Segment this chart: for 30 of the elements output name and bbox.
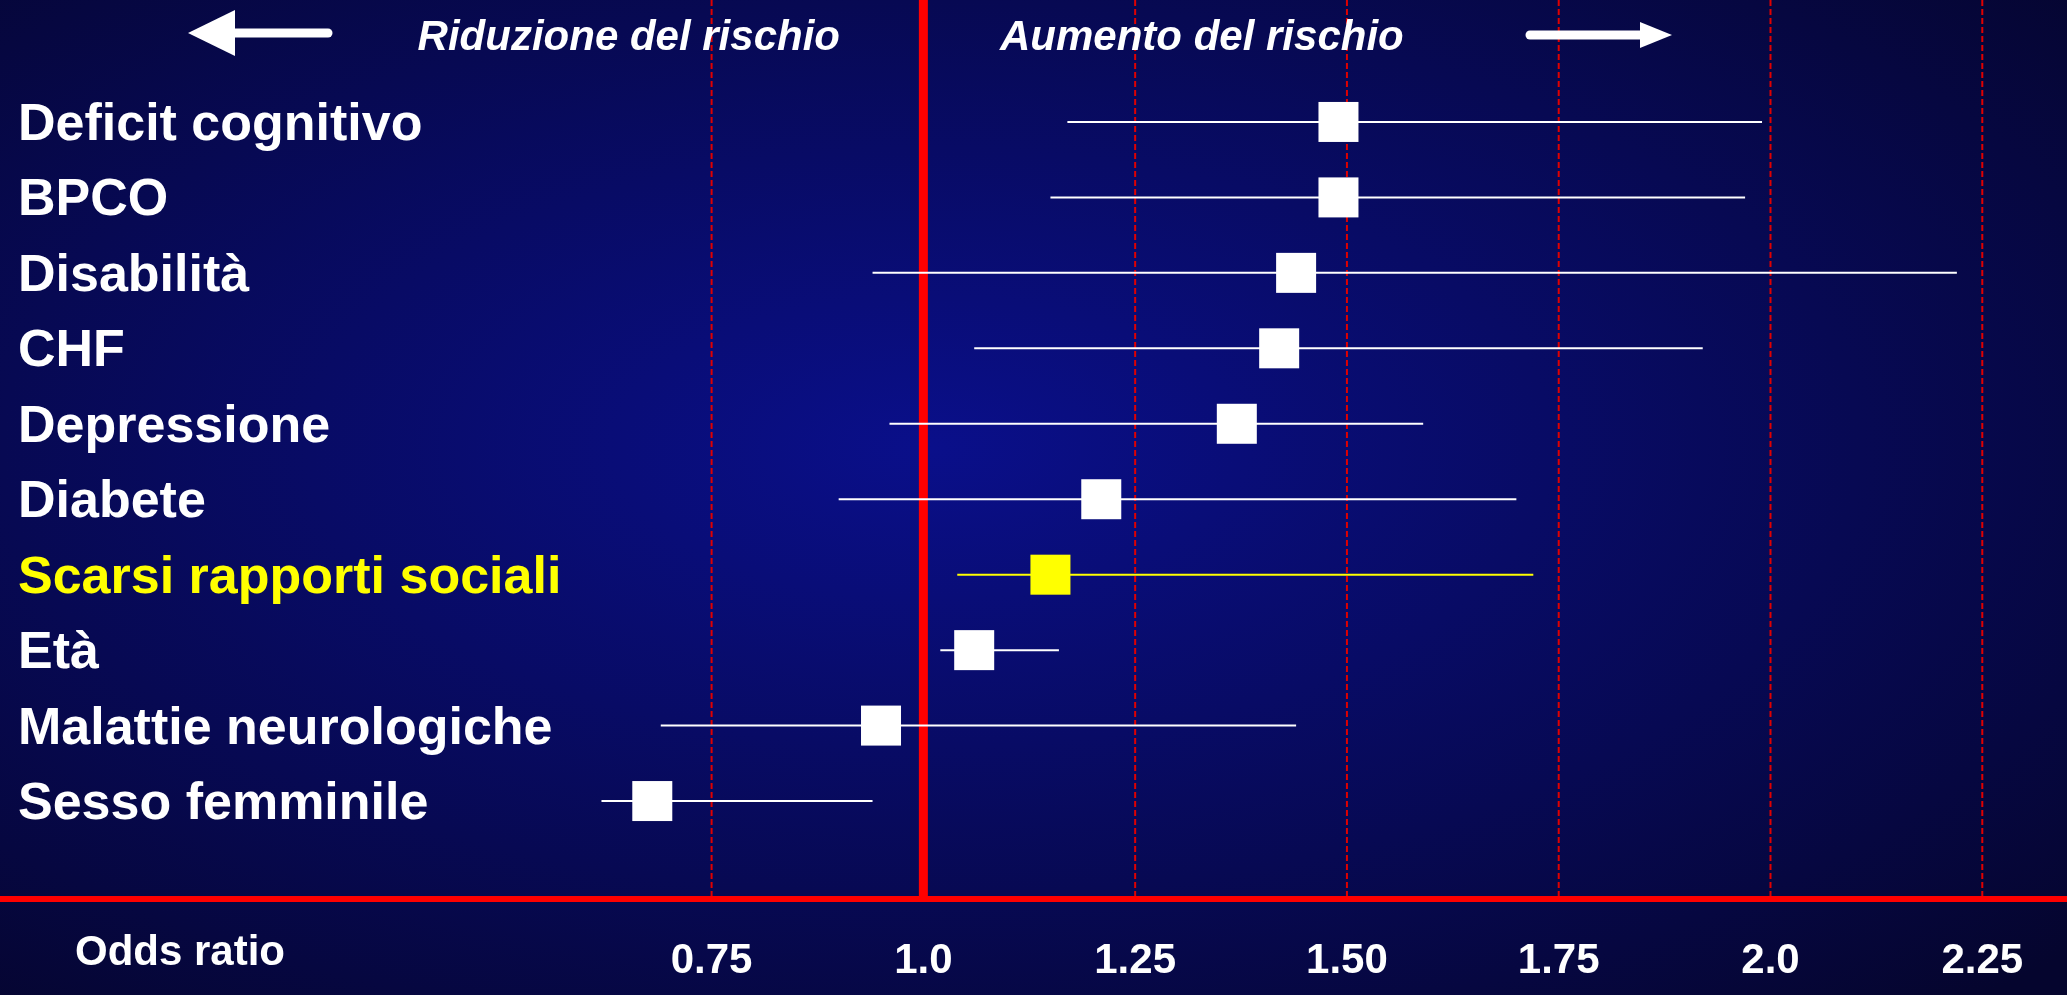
point <box>954 630 995 671</box>
y-tick-label: Malattie neurologiche <box>18 696 553 755</box>
y-tick-label: BPCO <box>18 168 169 227</box>
y-tick-label: Deficit cognitivo <box>18 92 423 151</box>
x-tick-label: 2.0 <box>1741 935 1800 982</box>
point <box>1276 252 1317 293</box>
point <box>632 781 673 822</box>
point <box>1081 479 1122 520</box>
x-tick-label: 1.75 <box>1517 935 1600 982</box>
point <box>1030 554 1071 595</box>
x-tick-label: 0.75 <box>670 935 753 982</box>
text: Aumento del rischio <box>999 11 1404 59</box>
y-tick-label: Sesso femminile <box>18 772 429 831</box>
point <box>1318 177 1359 218</box>
x-tick-label: 1.25 <box>1094 935 1177 982</box>
x-tick-label: 1.0 <box>894 935 953 982</box>
point <box>1318 101 1359 142</box>
x-tick-label: 2.25 <box>1941 935 2024 982</box>
point <box>1259 328 1300 369</box>
point <box>861 705 902 746</box>
text: Riduzione del rischio <box>417 11 840 59</box>
x-tick-label: 1.50 <box>1306 935 1388 982</box>
y-tick-label: CHF <box>18 319 125 378</box>
y-tick-label: Depressione <box>18 394 331 453</box>
x-axis-title: Odds ratio <box>75 927 286 974</box>
y-tick-label: Età <box>18 621 100 680</box>
y-tick-label: Scarsi rapporti sociali <box>18 545 562 604</box>
y-tick-label: Diabete <box>18 470 206 529</box>
y-tick-label: Disabilità <box>18 243 251 302</box>
point <box>1216 403 1257 444</box>
